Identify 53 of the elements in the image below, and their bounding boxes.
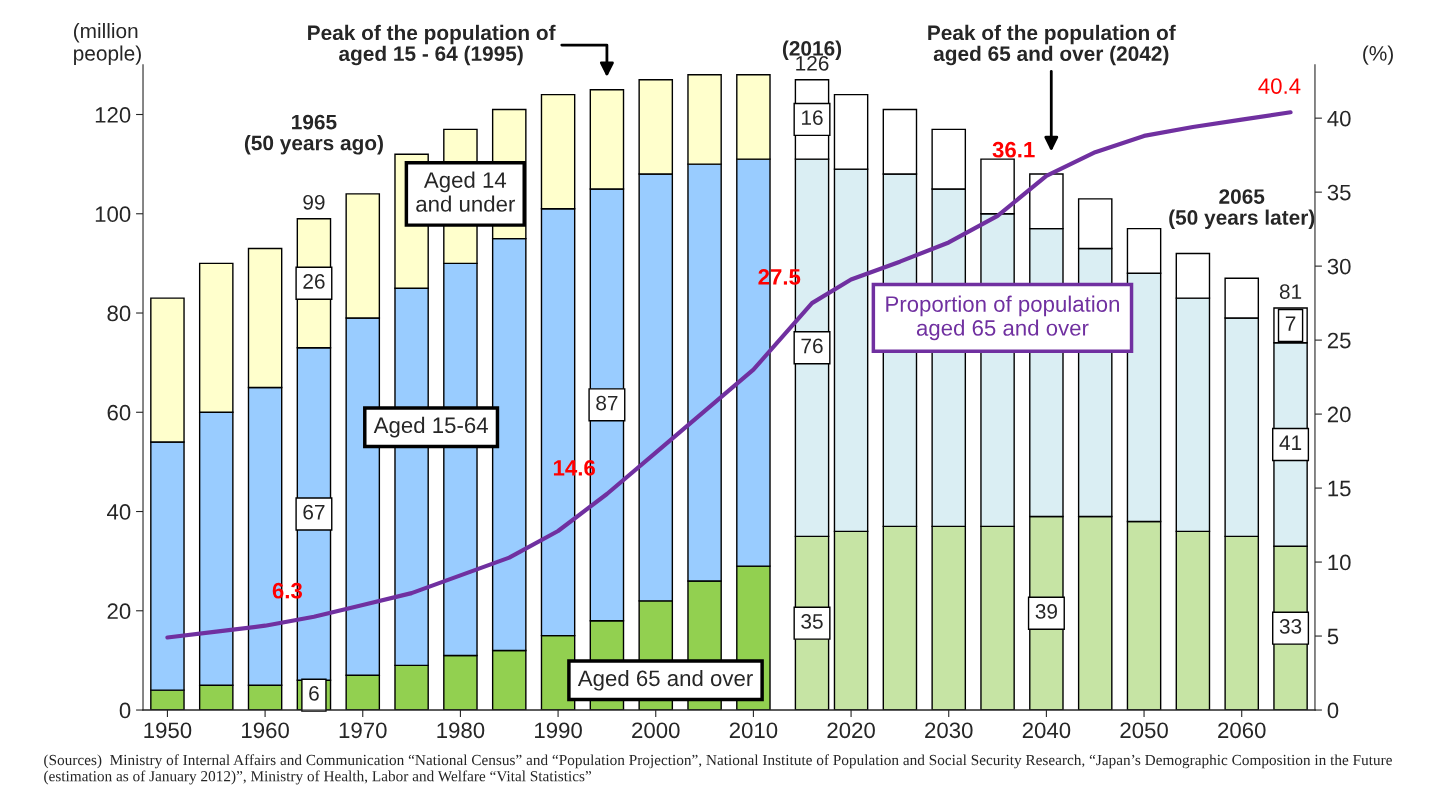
series-label: Aged 14 and under [416, 171, 515, 212]
data-label: 26 [303, 274, 325, 289]
x-tick-label: 2060 [1218, 722, 1266, 739]
y-tick-label: 0 [119, 702, 131, 719]
x-tick-label: 1980 [437, 722, 485, 739]
data-label: 35 [801, 614, 823, 629]
y2-tick-label: 25 [1327, 332, 1351, 349]
y2-tick-label: 15 [1328, 480, 1351, 497]
y2-tick-label: 30 [1327, 258, 1351, 275]
data-label: 41 [1279, 435, 1302, 450]
y-tick-label: 80 [107, 305, 131, 322]
text: (Sources) Ministry of Internal Affairs and Communication “National Census” and “Population Projection”, National Institute of Population and Social Security Research, “Japan’s Demographic Composition in the Future (estimation as of January 2012)”, Ministry of Health, Labor and Welfare “Vital Statistics” [44, 754, 1392, 785]
total-label: 99 [303, 194, 325, 210]
annotation: Peak of the population of aged 15 - 64 (1995) [308, 24, 556, 66]
data-label: 67 [303, 504, 325, 520]
y-tick-label: 120 [95, 107, 131, 123]
x-tick-label: 1950 [144, 722, 192, 739]
data-label: 87 [596, 395, 618, 411]
y2-tick-label: 0 [1327, 702, 1339, 719]
data-label: 33 [1279, 618, 1302, 634]
y-axis-title: (million people) [73, 23, 141, 65]
total-label: 81 [1279, 284, 1302, 299]
data-label: 6 [309, 685, 319, 701]
y-tick-label: 40 [107, 504, 131, 520]
data-label: 40.4 [1258, 78, 1301, 94]
x-tick-label: 2010 [729, 722, 778, 739]
x-tick-label: 1990 [535, 722, 582, 739]
data-label: 16 [802, 110, 823, 126]
series-label: Proportion of population aged 65 and over [886, 295, 1119, 341]
y2-tick-label: 10 [1328, 554, 1351, 571]
x-tick-label: 2020 [827, 722, 875, 739]
x-tick-label: 2000 [632, 722, 680, 739]
y-tick-label: 100 [95, 206, 131, 223]
annotation: 1965 (50 years ago) [244, 114, 383, 155]
series-label: Aged 65 and over [577, 669, 753, 691]
y2-tick-label: 35 [1327, 184, 1351, 201]
annotation: Peak of the population of aged 65 and over (2042) [928, 24, 1176, 66]
series-label: Aged 15-64 [373, 416, 488, 438]
data-label: 7 [1285, 316, 1296, 331]
data-label: 36.1 [992, 141, 1035, 158]
x-tick-label: 2050 [1120, 722, 1168, 739]
data-label: 39 [1035, 604, 1057, 619]
y2-tick-label: 40 [1327, 110, 1351, 127]
x-tick-label: 1960 [242, 722, 289, 739]
y2-tick-label: 5 [1327, 628, 1339, 645]
y-tick-label: 20 [107, 603, 131, 620]
data-label: 76 [801, 338, 823, 354]
y-tick-label: 60 [107, 404, 131, 421]
x-tick-label: 2040 [1022, 722, 1071, 739]
y2-tick-label: 20 [1327, 406, 1351, 423]
y2-axis-title: (%) [1363, 45, 1393, 65]
x-tick-label: 1970 [339, 722, 387, 739]
x-tick-label: 2030 [925, 722, 973, 739]
